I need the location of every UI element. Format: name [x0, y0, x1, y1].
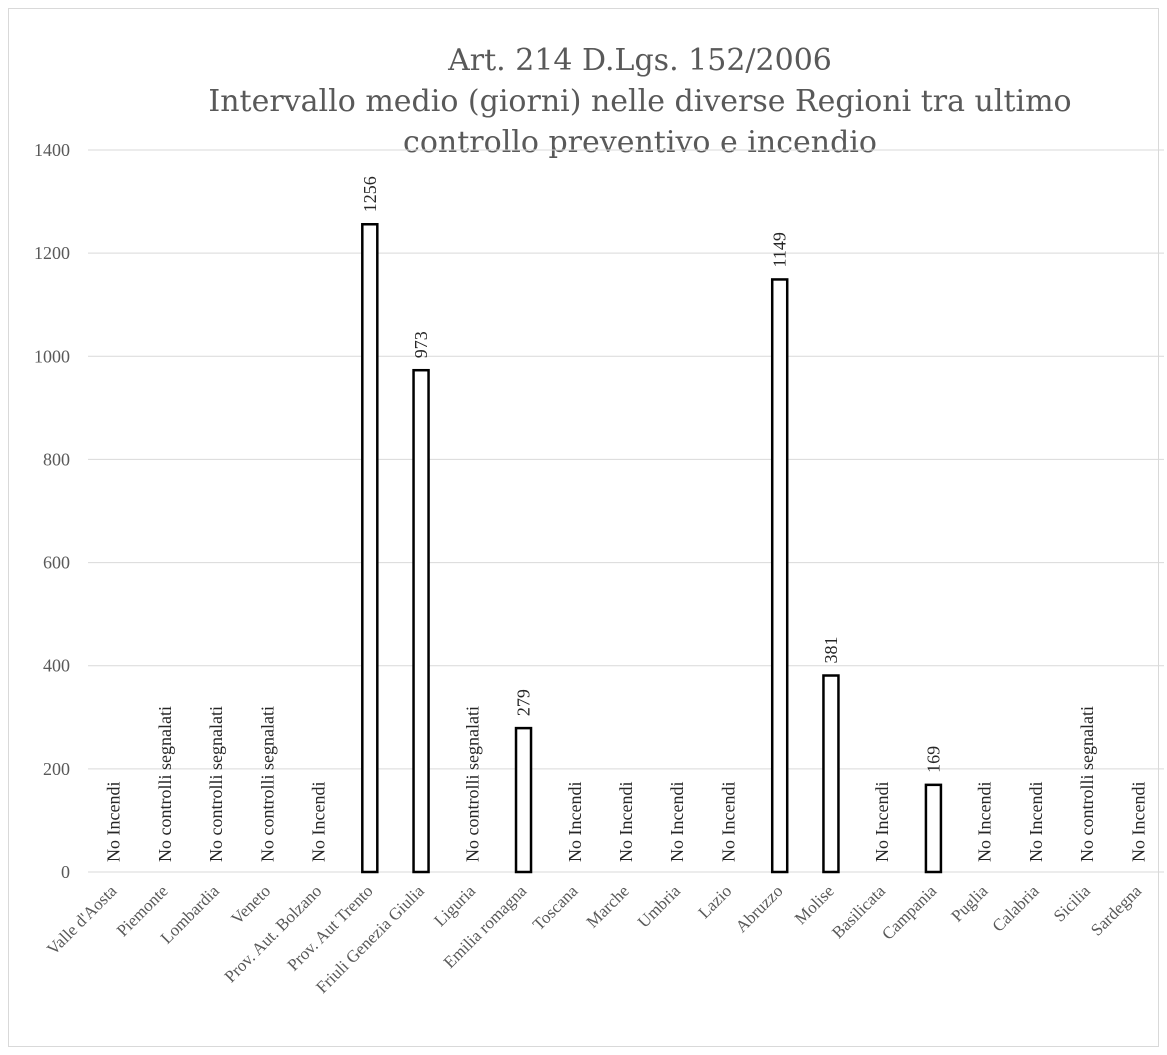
data-label-20: No Incendi	[1128, 782, 1148, 862]
x-category-label: Marche	[583, 881, 633, 931]
data-label-19: No controlli segnalati	[1077, 706, 1097, 862]
x-category-label: Sardegna	[1087, 881, 1145, 939]
data-label-12: No Incendi	[718, 782, 738, 862]
data-label-16: 169	[923, 746, 943, 773]
x-category-label: Umbria	[634, 881, 684, 931]
y-tick-label: 1400	[34, 140, 70, 160]
x-category-label: Abruzzo	[732, 881, 787, 936]
gridlines	[88, 149, 1164, 873]
data-label-13: 1149	[770, 232, 790, 267]
x-category-label: Calabria	[989, 881, 1043, 935]
y-tick-label: 400	[43, 656, 70, 676]
chart-title: Art. 214 D.Lgs. 152/2006 Intervallo medi…	[208, 43, 1071, 160]
chart-title-line-3: controllo preventivo e incendio	[403, 125, 877, 160]
bar-16	[924, 783, 943, 874]
data-label-8: 279	[514, 689, 534, 716]
chart-title-line-1: Art. 214 D.Lgs. 152/2006	[447, 43, 832, 78]
y-tick-label: 200	[43, 759, 70, 779]
y-tick-label: 1000	[34, 346, 70, 366]
x-category-label: Puglia	[947, 881, 991, 925]
x-category-label: Campania	[878, 881, 940, 943]
data-label-17: No Incendi	[975, 782, 995, 862]
data-label-1: No controlli segnalati	[155, 706, 175, 862]
data-label-3: No controlli segnalati	[257, 706, 277, 862]
y-tick-label: 1200	[34, 243, 70, 263]
bars	[361, 223, 943, 874]
y-tick-label: 600	[43, 553, 70, 573]
data-label-15: No Incendi	[872, 782, 892, 862]
data-label-7: No controlli segnalati	[462, 706, 482, 862]
y-axis-ticks: 0 200 400 600 800 1000 1200 1400	[34, 140, 70, 882]
bar-6	[412, 368, 430, 874]
y-tick-label: 800	[43, 449, 70, 469]
x-category-label: Veneto	[227, 881, 274, 928]
bar-13	[770, 278, 789, 874]
x-category-label: Sicilia	[1050, 881, 1094, 925]
data-label-14: 381	[821, 637, 841, 664]
y-tick-label: 0	[61, 862, 70, 882]
x-category-label: Toscana	[529, 881, 582, 934]
data-label-4: No Incendi	[309, 782, 329, 862]
bar-5	[361, 223, 379, 874]
data-label-2: No controlli segnalati	[206, 706, 226, 862]
data-label-18: No Incendi	[1026, 782, 1046, 862]
x-category-label: Liguria	[430, 881, 479, 930]
data-label-10: No Incendi	[616, 782, 636, 862]
data-label-9: No Incendi	[565, 782, 585, 862]
data-labels: No Incendi No controlli segnalati No contr…	[104, 176, 1149, 862]
data-label-11: No Incendi	[667, 782, 687, 862]
chart-frame	[8, 8, 1159, 1047]
x-category-label: Valle d'Aosta	[43, 881, 121, 959]
bar-14	[822, 674, 840, 874]
x-category-label: Molise	[791, 881, 838, 928]
chart-title-line-2: Intervallo medio (giorni) nelle diverse …	[208, 84, 1071, 119]
data-label-6: 973	[411, 331, 431, 358]
data-label-0: No Incendi	[104, 782, 124, 862]
bar-8	[514, 726, 533, 874]
x-category-label: Lazio	[695, 881, 736, 922]
data-label-5: 1256	[360, 176, 380, 212]
